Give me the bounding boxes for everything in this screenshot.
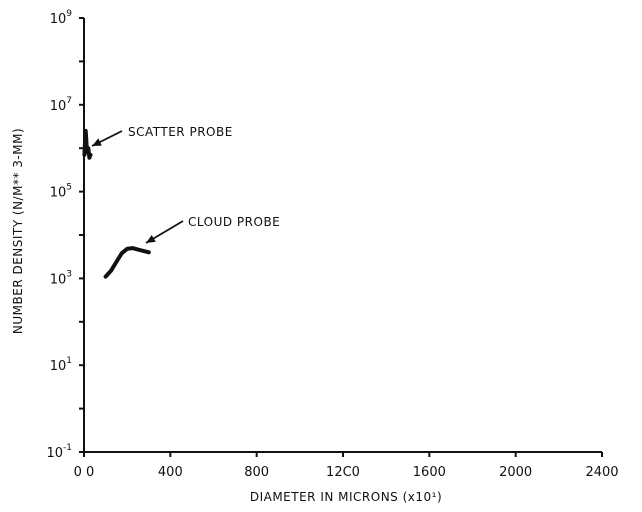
annotation-arrowhead (146, 235, 156, 243)
y-tick-label: 107 (50, 96, 72, 114)
chart-series (82, 128, 151, 279)
series-line-scatter-probe (82, 128, 93, 160)
x-tick-label: 2000 (499, 465, 532, 480)
x-tick-label: 400 (158, 465, 183, 480)
y-tick-label: 109 (50, 9, 73, 27)
annotation-label-scatter-probe: SCATTER PROBE (128, 125, 233, 139)
x-tick-label: 1600 (413, 465, 446, 480)
annotation-arrowhead (92, 138, 102, 146)
annotation-label-cloud-probe: CLOUD PROBE (188, 215, 280, 229)
chart-annotations: SCATTER PROBE CLOUD PROBE (91, 125, 280, 244)
x-tick-label: 0 0 (74, 465, 95, 480)
y-tick-label: 105 (50, 183, 72, 201)
y-tick-label: 101 (50, 356, 72, 374)
chart-axes: 10-1 101 103 105 107 109 0 0 400 800 12C0 1600 2000… (46, 9, 618, 480)
x-tick-label: 2400 (585, 465, 618, 480)
x-axis-title: DIAMETER IN MICRONS (x10¹) (250, 490, 442, 504)
y-axis-title: NUMBER DENSITY (N/M** 3-MM) (11, 128, 25, 334)
x-tick-label: 800 (244, 465, 269, 480)
y-tick-label: 103 (50, 269, 72, 287)
series-line-cloud-probe (103, 246, 151, 279)
y-tick-label: 10-1 (46, 443, 72, 461)
x-tick-label: 12C0 (326, 465, 360, 480)
